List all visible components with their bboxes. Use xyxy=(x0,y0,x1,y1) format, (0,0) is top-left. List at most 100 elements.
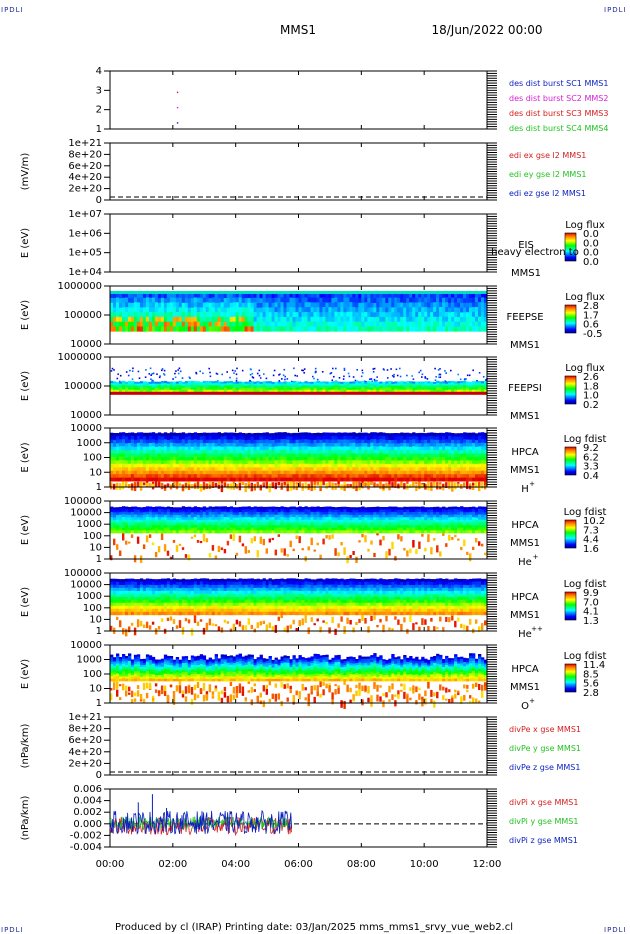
speckle-mark xyxy=(208,553,212,558)
heatmap-cell xyxy=(148,385,153,389)
heatmap-cell xyxy=(232,446,236,451)
heatmap-cell xyxy=(208,321,212,327)
heatmap-cell xyxy=(184,519,189,523)
heatmap-cell xyxy=(427,470,431,475)
heatmap-cell xyxy=(241,522,245,526)
heatmap-cell xyxy=(157,302,162,308)
heatmap-cell xyxy=(229,326,233,332)
heatmap-cell xyxy=(346,292,350,298)
heatmap-cell xyxy=(382,443,386,447)
heatmap-cell xyxy=(469,317,473,323)
heatmap-cell xyxy=(361,326,365,332)
heatmap-cell xyxy=(442,307,446,313)
heatmap-cell xyxy=(319,474,323,478)
heatmap-cell xyxy=(259,519,263,523)
heatmap-cell xyxy=(211,463,215,468)
feeps-i-dot xyxy=(387,377,389,379)
heatmap-cell xyxy=(298,385,302,389)
heatmap-cell xyxy=(202,514,207,518)
heatmap-cell xyxy=(169,517,174,521)
heatmap-cell xyxy=(391,446,395,451)
heatmap-cell xyxy=(271,519,275,523)
heatmap-cell xyxy=(472,456,476,461)
heatmap-cell xyxy=(319,383,323,386)
heatmap-cell xyxy=(274,514,278,518)
heatmap-cell xyxy=(376,383,380,387)
heatmap-cell xyxy=(436,453,440,458)
heatmap-cell xyxy=(250,302,254,308)
speckle-mark xyxy=(163,544,167,552)
heatmap-cell xyxy=(310,292,314,298)
heatmap-cell xyxy=(457,443,461,448)
heatmap-cell xyxy=(157,435,162,440)
feeps-i-dot xyxy=(294,374,296,377)
heatmap-cell xyxy=(319,450,323,454)
heatmap-cell xyxy=(142,522,147,526)
heatmap-cell xyxy=(268,525,272,528)
heatmap-cell xyxy=(151,474,156,478)
speckle-mark xyxy=(160,533,164,540)
heatmap-cell xyxy=(172,527,177,531)
heatmap-cell xyxy=(406,317,410,323)
heatmap-cell xyxy=(151,442,156,447)
legend-entry: des dist burst SC3 MMS3 xyxy=(509,109,608,118)
heatmap-cell xyxy=(433,460,437,465)
heatmap-cell xyxy=(484,470,488,475)
heatmap-cell xyxy=(400,446,404,451)
feeps-i-dot xyxy=(282,374,285,376)
heatmap-cell xyxy=(340,432,344,437)
heatmap-cell xyxy=(301,321,305,327)
heatmap-cell xyxy=(358,389,362,393)
heatmap-cell xyxy=(277,302,281,308)
heatmap-cell xyxy=(208,517,212,520)
heatmap-cell xyxy=(148,467,153,472)
speckle-mark xyxy=(274,482,277,489)
heatmap-cell xyxy=(244,477,248,482)
heatmap-cell xyxy=(385,436,389,441)
heatmap-cell xyxy=(331,456,335,461)
heatmap-cell xyxy=(226,527,230,531)
speckle-mark xyxy=(355,484,358,492)
heatmap-cell xyxy=(217,302,221,308)
speckle-mark xyxy=(295,483,298,488)
heatmap-cell xyxy=(316,456,320,461)
heatmap-cell xyxy=(268,470,272,475)
heatmap-cell xyxy=(478,449,482,454)
heatmap-cell xyxy=(409,321,413,327)
heatmap-cell xyxy=(271,385,275,389)
heatmap-cell xyxy=(220,450,224,454)
heatmap-cell xyxy=(110,525,114,528)
feeps-i-dot xyxy=(178,367,181,370)
heatmap-cell xyxy=(478,467,482,472)
heatmap-cell xyxy=(331,312,335,318)
heatmap-cell xyxy=(475,321,479,327)
heatmap-cell xyxy=(283,519,287,523)
heatmap-cell xyxy=(181,442,186,447)
heatmap-cell xyxy=(424,302,428,308)
speckle-mark xyxy=(175,545,179,552)
heatmap-cell xyxy=(128,307,132,313)
heatmap-cell xyxy=(331,302,335,308)
heatmap-cell xyxy=(310,436,314,441)
speckle-mark xyxy=(283,482,286,485)
heatmap-cell xyxy=(448,463,452,468)
heatmap-cell xyxy=(232,326,236,332)
heatmap-cell xyxy=(328,474,332,479)
speckle-mark xyxy=(193,534,197,538)
heatmap-cell xyxy=(451,433,455,437)
speckle-mark xyxy=(110,482,113,486)
heatmap-cell xyxy=(110,317,114,323)
heatmap-cell xyxy=(280,449,284,454)
heatmap-cell xyxy=(331,436,335,440)
legend-entry: des dist burst SC4 MMS4 xyxy=(509,124,608,133)
heatmap-cell xyxy=(352,453,356,458)
heatmap-cell xyxy=(130,517,135,521)
heatmap-cell xyxy=(241,436,245,441)
heatmap-cell xyxy=(169,312,174,318)
heatmap-cell xyxy=(211,446,215,451)
heatmap-cell xyxy=(460,321,464,327)
heatmap-cell xyxy=(370,449,374,454)
heatmap-cell xyxy=(244,506,248,510)
heatmap-cell xyxy=(436,446,440,451)
heatmap-cell xyxy=(277,470,281,475)
